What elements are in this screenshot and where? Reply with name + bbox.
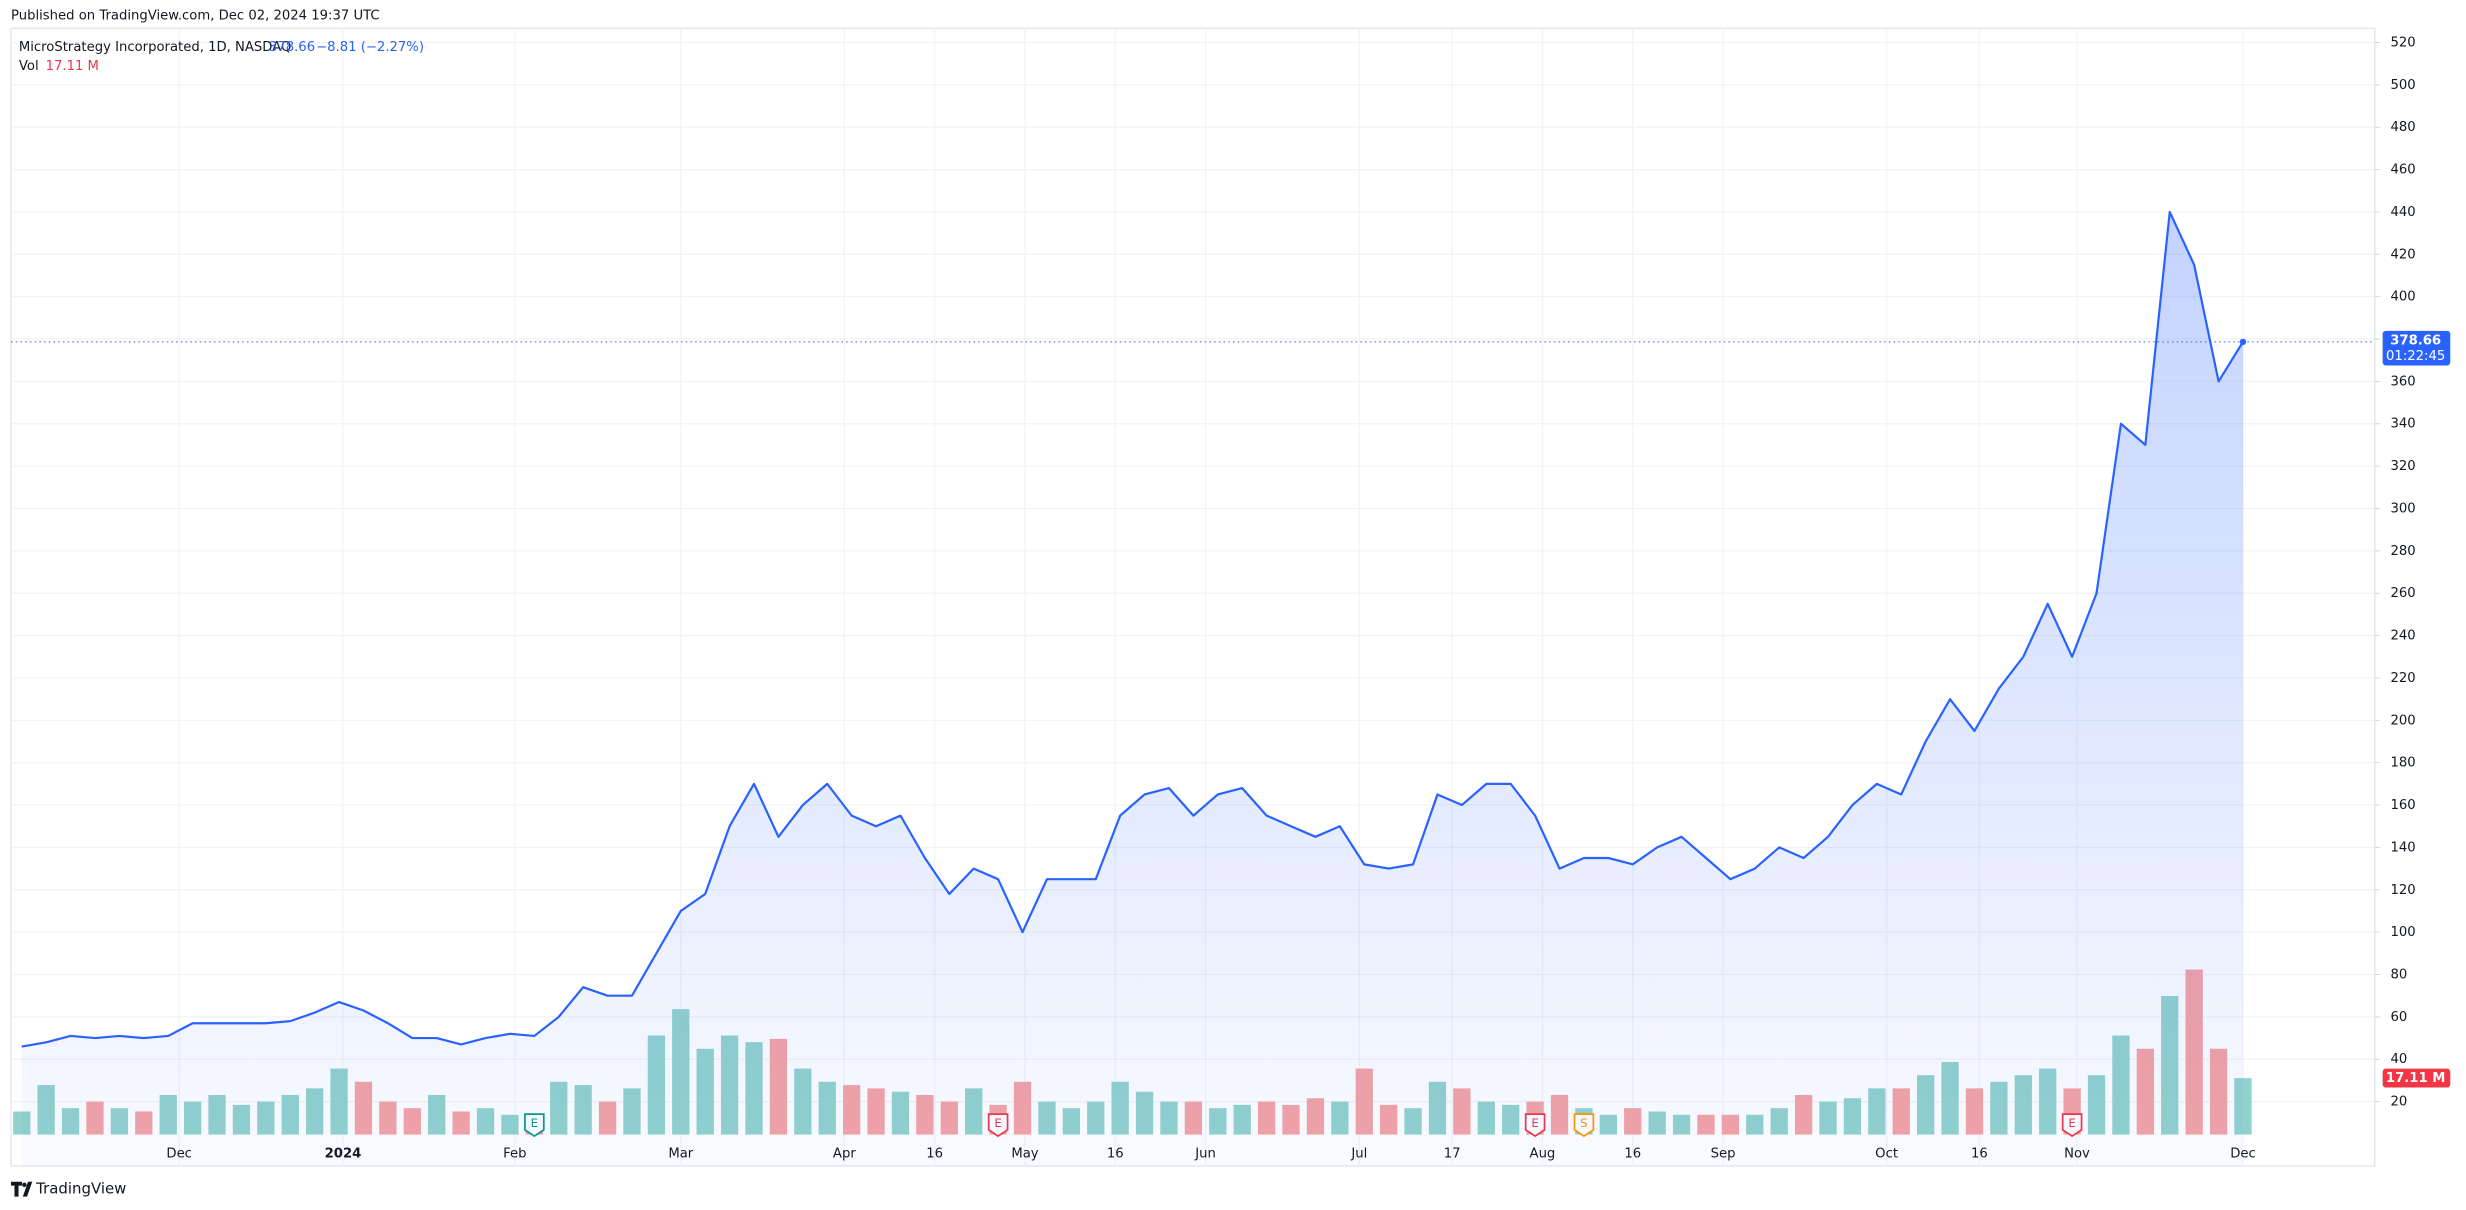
y-tick-label: 100 [2391, 925, 2416, 940]
y-tick-label: 460 [2391, 163, 2416, 178]
y-tick-label: 420 [2391, 247, 2416, 262]
published-note: Published on TradingView.com, Dec 02, 20… [11, 9, 380, 24]
y-tick-label: 280 [2391, 544, 2416, 559]
y-tick-label: 60 [2391, 1010, 2408, 1025]
y-tick-label: 200 [2391, 713, 2416, 728]
price-line [21, 210, 2244, 1048]
y-tick-label: 520 [2391, 35, 2416, 50]
legend: MicroStrategy Incorporated, 1D, NASDAQ 3… [19, 40, 424, 74]
y-tick-label: 260 [2391, 586, 2416, 601]
y-tick-label: 140 [2391, 840, 2416, 855]
y-tick-label: 480 [2391, 120, 2416, 135]
y-tick-label: 440 [2391, 205, 2416, 220]
last-price-dot [2239, 338, 2247, 346]
y-tick-label: 160 [2391, 798, 2416, 813]
y-tick-label: 400 [2391, 290, 2416, 305]
y-tick-label: 220 [2391, 671, 2416, 686]
y-tick-label: 300 [2391, 501, 2416, 516]
y-tick-label: 20 [2391, 1095, 2408, 1110]
countdown-label: 01:22:45 [2386, 349, 2445, 364]
y-tick-label: 80 [2391, 968, 2408, 983]
last-price-box [2382, 330, 2451, 366]
y-tick-label: 500 [2391, 78, 2416, 93]
last-price-label: 378.66 [2390, 333, 2441, 348]
last-price: 378.66 [269, 40, 315, 55]
price-change: −8.81 (−2.27%) [316, 40, 424, 55]
symbol-title: MicroStrategy Incorporated, 1D, NASDAQ [19, 40, 292, 55]
y-tick-label: 120 [2391, 883, 2416, 898]
footer-brand: TradingView [35, 1180, 126, 1198]
y-tick-label: 40 [2391, 1052, 2408, 1067]
y-tick-label: 240 [2391, 629, 2416, 644]
y-tick-label: 180 [2391, 756, 2416, 771]
price-area [21, 211, 2243, 1166]
volume-name: Vol [19, 59, 39, 74]
y-tick-label: 340 [2391, 417, 2416, 432]
volume-last: 17.11 M [46, 59, 99, 74]
footer-logo: TradingView [11, 1180, 126, 1198]
volume-box [2382, 1068, 2451, 1088]
volume-axis-label: 17.11 M [2386, 1071, 2445, 1086]
y-tick-label: 360 [2391, 374, 2416, 389]
y-tick-label: 320 [2391, 459, 2416, 474]
